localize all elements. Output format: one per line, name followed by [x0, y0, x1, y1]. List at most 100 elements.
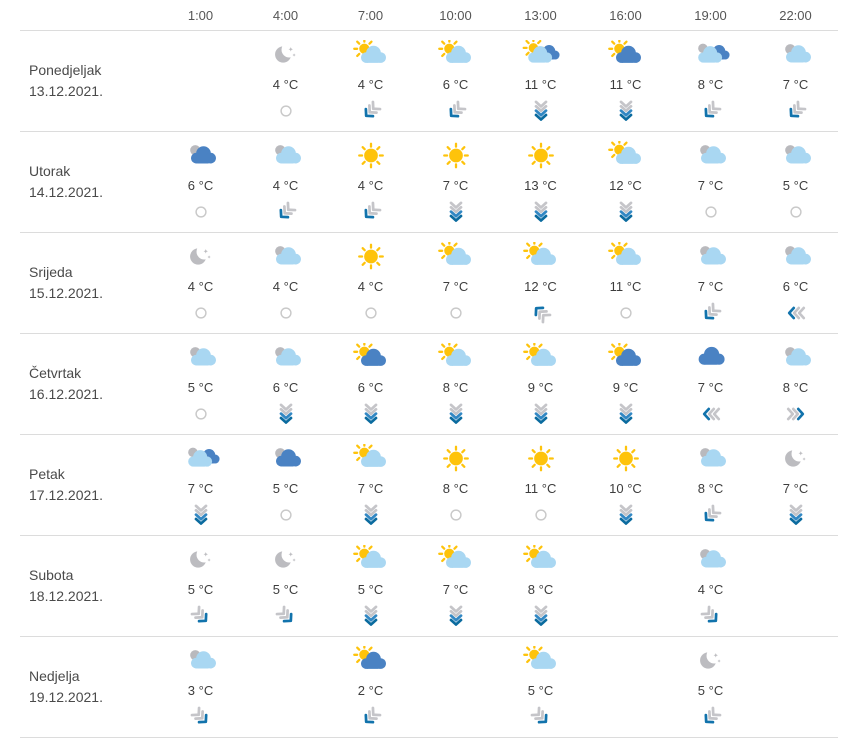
- day-label: Subota 18.12.2021.: [20, 536, 158, 636]
- forecast-cell: [753, 536, 838, 636]
- sunny-icon: [352, 241, 390, 271]
- sunny-icon: [607, 443, 645, 473]
- cloudy-icon: [692, 544, 730, 574]
- forecast-cell: [243, 637, 328, 737]
- wind-nw-icon: [530, 302, 552, 324]
- day-label: Petak 17.12.2021.: [20, 435, 158, 535]
- cloudy-icon: [267, 342, 305, 372]
- cloudy-icon: [692, 241, 730, 271]
- forecast-cell: 8 °C: [413, 334, 498, 434]
- partly-sunny-icon: [607, 241, 645, 271]
- calm-icon: [360, 302, 382, 324]
- forecast-cell: 2 °C: [328, 637, 413, 737]
- sunny-icon: [437, 140, 475, 170]
- day-label: Ponedjeljak 13.12.2021.: [20, 31, 158, 131]
- wind-s-icon: [360, 605, 382, 627]
- temperature: 5 °C: [697, 682, 724, 698]
- partly-sunny-icon: [352, 39, 390, 69]
- wind-s-icon: [445, 403, 467, 425]
- forecast-cell: 7 °C: [413, 233, 498, 333]
- wind-w-icon: [700, 403, 722, 425]
- temperature: 4 °C: [697, 581, 724, 597]
- forecast-cell: 4 °C: [328, 132, 413, 232]
- temperature: 6 °C: [782, 278, 809, 294]
- day-date: 17.12.2021.: [29, 487, 103, 503]
- temperature: 4 °C: [187, 278, 214, 294]
- wind-s-icon: [785, 504, 807, 526]
- day-row: Četvrtak 16.12.2021. 5 °C 6 °C 6 °C 8 °C 9 °C 9…: [20, 334, 838, 435]
- wind-s-icon: [615, 201, 637, 223]
- time-header: 10:00: [439, 7, 472, 23]
- wind-sw-icon: [700, 100, 722, 122]
- forecast-cell: 12 °C: [498, 233, 583, 333]
- forecast-cell: [753, 637, 838, 737]
- forecast-cell: 5 °C: [668, 637, 753, 737]
- wind-s-icon: [615, 403, 637, 425]
- temperature: 4 °C: [272, 278, 299, 294]
- temperature: 5 °C: [272, 480, 299, 496]
- calm-icon: [275, 302, 297, 324]
- time-header: 16:00: [609, 7, 642, 23]
- partly-sunny-icon: [522, 544, 560, 574]
- day-label: Utorak 14.12.2021.: [20, 132, 158, 232]
- day-row: Utorak 14.12.2021. 6 °C 4 °C 4 °C 7 °C 13 °C 12…: [20, 132, 838, 233]
- temperature: 8 °C: [442, 480, 469, 496]
- forecast-cell: 7 °C: [668, 334, 753, 434]
- forecast-cell: 8 °C: [668, 435, 753, 535]
- wind-sw-icon: [785, 100, 807, 122]
- forecast-cell: [158, 31, 243, 131]
- cloudy-icon: [182, 645, 220, 675]
- partly-sunny-icon: [437, 241, 475, 271]
- wind-s-icon: [530, 605, 552, 627]
- partly-sunny-icon: [352, 544, 390, 574]
- forecast-cell: 7 °C: [413, 536, 498, 636]
- forecast-cell: 4 °C: [158, 233, 243, 333]
- wind-e-icon: [785, 403, 807, 425]
- wind-sw-icon: [275, 201, 297, 223]
- night-clear-icon: [267, 39, 305, 69]
- wind-sw-icon: [445, 100, 467, 122]
- forecast-cell: 7 °C: [413, 132, 498, 232]
- temperature: 7 °C: [442, 278, 469, 294]
- calm-icon: [785, 201, 807, 223]
- calm-icon: [275, 100, 297, 122]
- day-name: Subota: [29, 567, 74, 583]
- forecast-cell: 6 °C: [413, 31, 498, 131]
- wind-s-icon: [530, 403, 552, 425]
- temperature: 8 °C: [697, 480, 724, 496]
- wind-sw-icon: [700, 504, 722, 526]
- forecast-cell: 5 °C: [328, 536, 413, 636]
- calm-icon: [445, 504, 467, 526]
- temperature: 5 °C: [782, 177, 809, 193]
- forecast-cell: 4 °C: [243, 233, 328, 333]
- temperature: 12 °C: [609, 177, 642, 193]
- wind-s-icon: [360, 403, 382, 425]
- sun-dark-cloud-icon: [352, 342, 390, 372]
- calm-icon: [190, 201, 212, 223]
- calm-icon: [700, 201, 722, 223]
- wind-sw-icon: [360, 100, 382, 122]
- clouds-mix-icon: [692, 39, 730, 69]
- day-name: Petak: [29, 466, 65, 482]
- forecast-cell: 8 °C: [668, 31, 753, 131]
- calm-icon: [190, 403, 212, 425]
- forecast-cell: 11 °C: [583, 31, 668, 131]
- cloudy-icon: [267, 140, 305, 170]
- temperature: 5 °C: [527, 682, 554, 698]
- dark-cloud-icon: [692, 342, 730, 372]
- day-date: 13.12.2021.: [29, 83, 103, 99]
- forecast-cell: 4 °C: [328, 31, 413, 131]
- forecast-cell: 9 °C: [583, 334, 668, 434]
- forecast-cell: 5 °C: [498, 637, 583, 737]
- forecast-rows: Ponedjeljak 13.12.2021. 4 °C 4 °C 6 °C 11 °C 1…: [20, 31, 838, 738]
- wind-se-icon: [190, 706, 212, 728]
- temperature: 7 °C: [357, 480, 384, 496]
- forecast-cell: 5 °C: [753, 132, 838, 232]
- temperature: 11 °C: [524, 76, 557, 92]
- partly-sunny-icon: [352, 443, 390, 473]
- temperature: 4 °C: [357, 278, 384, 294]
- calm-icon: [190, 302, 212, 324]
- forecast-cell: 4 °C: [328, 233, 413, 333]
- wind-sw-icon: [360, 706, 382, 728]
- sunny-icon: [522, 443, 560, 473]
